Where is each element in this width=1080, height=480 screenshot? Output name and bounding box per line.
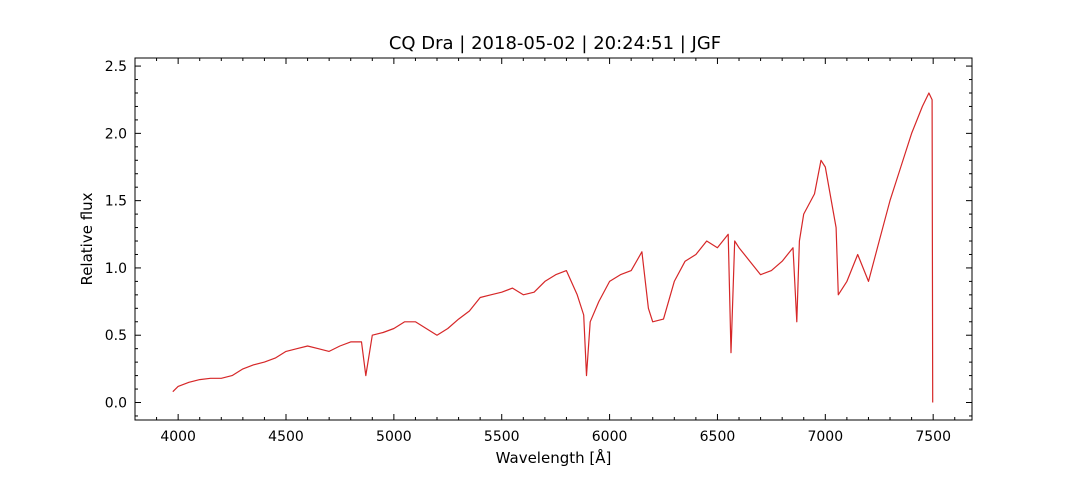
- y-axis-label: Relative flux: [78, 192, 96, 285]
- y-tick-label: 2.0: [105, 126, 127, 142]
- y-tick-label: 1.0: [105, 261, 127, 277]
- x-tick-label: 5500: [484, 429, 520, 445]
- x-tick-label: 6000: [592, 429, 628, 445]
- x-tick-label: 4000: [160, 429, 196, 445]
- x-tick-label: 7500: [915, 429, 951, 445]
- x-tick-label: 4500: [268, 429, 304, 445]
- y-tick-label: 1.5: [105, 194, 127, 210]
- y-tick-label: 0.0: [105, 396, 127, 412]
- plot-area: [134, 57, 973, 421]
- plot-frame: [134, 57, 973, 421]
- chart-title: CQ Dra | 2018-05-02 | 20:24:51 | JGF: [389, 33, 721, 54]
- x-tick-label: 5000: [376, 429, 412, 445]
- flux-series-line: [172, 92, 934, 403]
- y-tick-label: 2.5: [105, 59, 127, 75]
- x-tick-label: 6500: [700, 429, 736, 445]
- y-tick-label: 0.5: [105, 328, 127, 344]
- x-axis-label: Wavelength [Å]: [496, 448, 612, 467]
- plot-background: [135, 58, 972, 420]
- x-tick-label: 7000: [807, 429, 843, 445]
- axis-ticks: [134, 58, 972, 420]
